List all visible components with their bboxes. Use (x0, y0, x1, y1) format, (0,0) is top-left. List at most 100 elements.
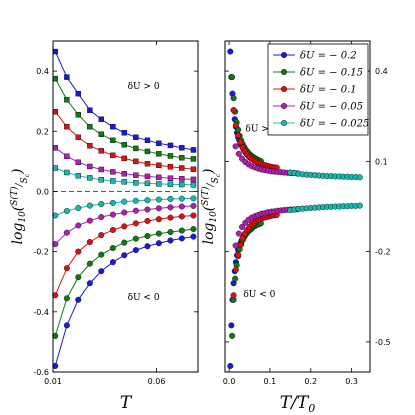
data-point (110, 124, 116, 130)
data-point (190, 147, 197, 153)
legend-label: δU = − 0.2 (300, 51, 357, 62)
data-point (109, 226, 116, 233)
data-point (155, 205, 162, 212)
data-point (230, 107, 237, 114)
annotation: δU < 0 (243, 290, 275, 300)
x-axis-label: T (120, 393, 133, 413)
data-point (110, 169, 116, 175)
data-point (110, 152, 116, 159)
data-point (98, 214, 105, 221)
data-point (179, 165, 185, 171)
data-point (235, 150, 242, 157)
data-point (167, 164, 174, 170)
data-point (75, 274, 82, 281)
x-tick-label: 0.2 (304, 377, 317, 386)
data-point (156, 140, 162, 147)
y-tick-label: -0.2 (33, 248, 49, 257)
data-point (167, 153, 174, 159)
data-point (64, 153, 70, 159)
plot-frame (224, 40, 371, 373)
legend-label: δU = − 0.05 (300, 102, 363, 113)
data-point (52, 292, 59, 299)
data-point (230, 95, 237, 102)
annotation: δU < 0 (128, 293, 160, 303)
data-point (132, 207, 139, 214)
data-point (155, 196, 162, 203)
annotation: δU > 0 (245, 124, 277, 134)
data-point (232, 242, 239, 249)
data-point (52, 332, 59, 339)
data-point (190, 156, 197, 162)
data-point (227, 362, 234, 369)
data-point (98, 232, 105, 239)
data-point (64, 169, 70, 176)
data-point (356, 202, 363, 209)
y-tick-label: -0.5 (375, 338, 391, 347)
data-point (86, 217, 93, 224)
data-point (86, 202, 93, 209)
data-point (178, 227, 185, 234)
data-point (133, 134, 139, 140)
data-point (109, 199, 116, 206)
data-point (144, 217, 151, 224)
data-point (75, 134, 81, 140)
data-point (228, 322, 235, 329)
data-point (229, 332, 236, 339)
data-point (144, 148, 151, 155)
data-point (167, 237, 174, 244)
data-point (178, 235, 185, 242)
data-point (167, 175, 174, 181)
data-point (75, 205, 82, 212)
data-point (63, 322, 70, 329)
data-point (98, 268, 105, 275)
data-point (237, 139, 244, 146)
data-point (167, 142, 174, 149)
data-point (144, 180, 151, 187)
data-point (86, 239, 93, 246)
data-point (232, 275, 239, 282)
data-point (229, 74, 236, 81)
data-point (87, 124, 93, 130)
right-panel: -0.5 -0.2 0.1 0.4 0.0 0.1 0.2 0.3 δU > 0 δU < 0 T/… (200, 40, 391, 415)
data-point (156, 174, 162, 181)
legend-label: δU = − 0.1 (300, 85, 357, 96)
y-tick-label: -0.4 (33, 308, 49, 317)
data-point (235, 230, 242, 237)
data-point (87, 163, 93, 170)
data-point (144, 161, 151, 167)
y-tick-label: -0.2 (375, 248, 391, 257)
data-point (144, 206, 151, 213)
data-point (121, 179, 127, 185)
data-point (52, 109, 58, 115)
data-point (52, 75, 58, 82)
data-point (52, 165, 58, 171)
data-point (121, 155, 127, 162)
x-tick-label: 0.01 (44, 377, 62, 386)
x-tick-label: 0.3 (345, 377, 358, 386)
data-point (178, 213, 185, 220)
data-point (144, 197, 151, 204)
data-point (75, 159, 81, 165)
data-point (98, 116, 104, 122)
x-tick-label: 0.0 (223, 377, 236, 386)
data-point (132, 247, 139, 254)
y-tick-label: -0.6 (33, 368, 49, 377)
data-point (98, 131, 104, 137)
data-point (98, 201, 105, 208)
data-point (121, 198, 128, 205)
data-point (86, 280, 93, 287)
data-point (110, 137, 116, 144)
data-point (52, 48, 58, 55)
data-point (75, 173, 81, 179)
plot-frame (52, 40, 199, 373)
data-point (156, 162, 162, 168)
data-point (121, 171, 127, 177)
x-tick-label: 0.06 (148, 377, 166, 386)
data-point (75, 222, 82, 229)
data-point (235, 251, 242, 258)
data-point (179, 181, 185, 188)
data-point (144, 232, 151, 239)
y-tick-label: 0.0 (36, 187, 49, 196)
data-point (190, 202, 197, 209)
legend-marker (281, 102, 288, 109)
